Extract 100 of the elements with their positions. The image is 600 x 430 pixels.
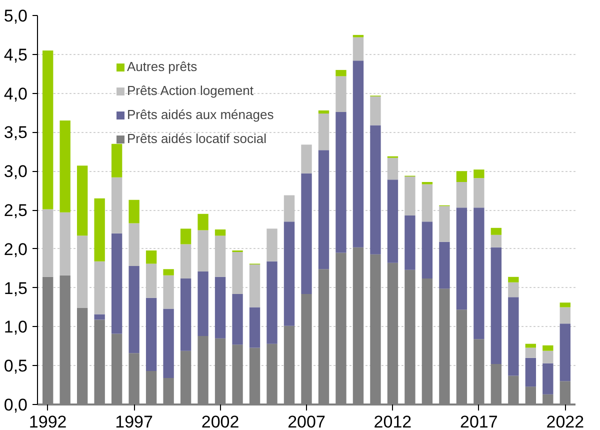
bar [266, 228, 278, 262]
bar [439, 206, 450, 242]
bar [474, 208, 484, 340]
legend-label: Prêts Action logement [127, 83, 254, 98]
bar [404, 215, 416, 270]
bar [439, 242, 450, 289]
bar [508, 297, 519, 376]
bar [456, 182, 468, 208]
bar [163, 275, 174, 309]
bar [128, 223, 140, 266]
x-tick-label: 2017 [460, 412, 498, 430]
bar [60, 212, 70, 276]
y-tick-label: 1,0 [4, 318, 28, 337]
bar [60, 120, 70, 212]
x-tick-label: 1997 [115, 412, 153, 430]
bar [508, 282, 519, 298]
bar [525, 348, 536, 358]
bar [232, 252, 243, 294]
legend-label: Autres prêts [127, 59, 198, 74]
bar [214, 276, 226, 338]
bar [146, 298, 157, 372]
bar [301, 173, 312, 294]
legend-label: Prêts aidés aux ménages [127, 107, 274, 122]
x-tick-label: 1992 [28, 412, 67, 430]
bar [111, 177, 122, 234]
bar [525, 358, 536, 387]
y-tick-label: 0,0 [4, 396, 28, 414]
bar [456, 208, 468, 310]
y-tick-label: 4,5 [4, 45, 28, 64]
bar [352, 60, 364, 248]
bar [542, 345, 554, 351]
bar [249, 264, 260, 308]
bar [370, 125, 381, 254]
bar [560, 302, 570, 308]
bar [352, 34, 364, 38]
x-tick-label: 2007 [288, 412, 326, 430]
y-tick-label: 1,5 [4, 278, 28, 298]
bar [198, 214, 208, 230]
bar [474, 170, 484, 178]
bar [146, 264, 157, 298]
x-tick-label: 2002 [201, 412, 240, 430]
x-tick-label: 2012 [374, 412, 412, 430]
bar [232, 294, 243, 345]
x-tick-label: 2022 [546, 412, 584, 430]
bar [318, 150, 330, 270]
y-tick-label: 3,0 [4, 162, 28, 182]
y-tick-label: 2,0 [4, 240, 28, 259]
bar [198, 271, 208, 336]
bar [180, 278, 192, 351]
bar [42, 209, 54, 277]
bar [163, 269, 174, 276]
bar [198, 230, 208, 272]
y-tick-label: 2,5 [4, 201, 28, 220]
bar [76, 166, 88, 236]
y-tick-label: 3,5 [4, 123, 28, 142]
bar [111, 144, 122, 178]
bar [490, 247, 502, 364]
bar [214, 229, 226, 236]
bar [422, 182, 433, 184]
bar [560, 307, 570, 324]
bar [387, 180, 398, 263]
bar [318, 110, 330, 114]
bar [508, 276, 519, 282]
y-tick-label: 4,0 [4, 84, 28, 104]
bar [336, 112, 346, 253]
bar [387, 158, 398, 180]
bar [284, 195, 295, 222]
bar [422, 184, 433, 222]
bar [163, 308, 174, 378]
bar [128, 266, 140, 354]
bar [284, 222, 295, 326]
bar [336, 76, 346, 112]
bar [76, 236, 88, 308]
bar [370, 96, 381, 126]
bar [490, 228, 502, 235]
bar [94, 261, 105, 314]
bar [42, 50, 54, 210]
bar [336, 70, 346, 76]
bar [180, 228, 192, 244]
bar [456, 171, 468, 182]
bar [490, 234, 502, 248]
bar [146, 250, 157, 264]
y-tick-label: 0,5 [4, 356, 28, 376]
bar [542, 363, 554, 394]
bar [94, 198, 105, 262]
legend-label: Prêts aidés locatif social [127, 131, 266, 146]
bar [128, 200, 140, 224]
bar [560, 324, 570, 382]
bar [318, 114, 330, 150]
bar [94, 314, 105, 320]
bar [542, 350, 554, 364]
bar [266, 261, 278, 344]
bar [352, 37, 364, 61]
bar [111, 233, 122, 334]
bar [404, 176, 416, 216]
bar [422, 222, 433, 278]
bar [214, 236, 226, 277]
bar [180, 244, 192, 278]
y-tick-label: 5,0 [4, 6, 28, 26]
bar [301, 144, 312, 174]
